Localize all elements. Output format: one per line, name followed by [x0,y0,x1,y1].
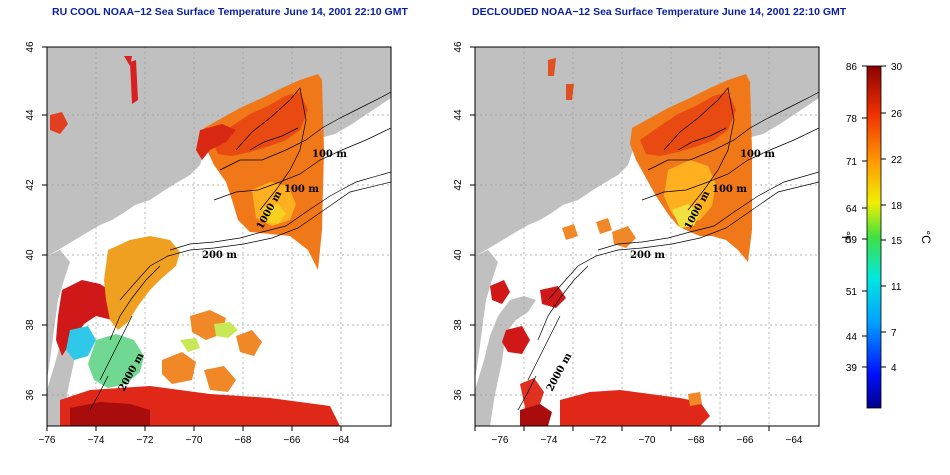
isobath-label-100m: 100 m [284,184,319,195]
right-x-tick-label: −64 [786,435,803,446]
right-map-frame [474,46,820,427]
right-y-ticks [470,46,475,396]
sst-field-south [66,326,96,360]
celsius-axis-label: °C [919,230,933,244]
right-y-tick-label: 36 [453,389,464,401]
sst-field-south [520,378,544,412]
colorbar-gradient [866,65,882,409]
right-y-tick-label: 46 [453,41,464,53]
left-y-tick-label: 46 [25,41,36,53]
fahrenheit-tick: 51 [846,287,858,298]
left-map-frame [46,46,392,427]
sst-field-south [88,334,144,388]
sst-field-patches [180,322,238,352]
isobath-label-100m: 100 m [740,149,775,160]
sst-field-patches [50,112,68,134]
left-x-tick-label: −72 [137,435,154,446]
celsius-tick: 30 [891,62,903,73]
fahrenheit-tick: 44 [846,332,858,343]
land-mass [47,250,70,380]
fahrenheit-tick: 64 [846,204,858,215]
right-x-tick-label: −70 [639,435,656,446]
sst-field-patches [548,58,574,100]
celsius-tick: 4 [891,363,897,374]
land-mass [47,296,108,426]
left-x-tick-label: −74 [88,435,105,446]
celsius-tick: 7 [891,328,897,339]
left-x-tick-label: −66 [284,435,301,446]
fahrenheit-axis-label: °F [839,231,853,243]
right-map-panel: 100 m 100 m 200 m 2000 m 1000 m −76 −74 … [453,41,820,446]
right-y-tick-label: 42 [453,179,464,191]
left-y-tick-label: 42 [25,179,36,191]
celsius-tick: 11 [891,282,902,293]
left-x-tick-label: −64 [333,435,350,446]
right-x-tick-label: −66 [737,435,754,446]
right-x-ticks [474,426,770,431]
temperature-colorbar: 86 78 71 64 59 51 44 39 30 26 22 18 15 1… [839,62,933,409]
land-mass [475,296,536,426]
right-x-tick-label: −72 [590,435,607,446]
isobath-contours [89,87,391,411]
right-y-tick-label: 44 [453,109,464,121]
isobath-label-200m: 200 m [202,250,237,261]
isobath-label-100m: 100 m [312,149,347,160]
fahrenheit-tick: 59 [846,235,858,246]
right-y-tick-label: 40 [453,249,464,261]
left-y-tick-label: 36 [25,389,36,401]
left-map-title: RU COOL NOAA−12 Sea Surface Temperature … [52,6,408,18]
left-y-tick-label: 44 [25,109,36,121]
celsius-tick: 18 [891,201,903,212]
right-x-tick-label: −74 [541,435,558,446]
land-mass [475,250,498,380]
sst-field-patches [124,56,138,104]
isobath-contours [517,87,819,411]
fahrenheit-tick: 39 [846,363,858,374]
left-y-ticks [42,46,47,396]
left-x-tick-label: −68 [235,435,252,446]
left-map-panel: 100 m 100 m 200 m 2000 m 1000 m −76 −74 … [25,41,392,446]
sst-field-south [490,280,566,354]
isobath-label-200m: 200 m [630,250,665,261]
sst-field-south [520,404,552,426]
left-x-tick-label: −70 [186,435,203,446]
celsius-tick: 22 [891,155,903,166]
sst-field-cool-patch [664,160,716,224]
sst-field-patches [162,310,262,392]
fahrenheit-tick: 78 [846,114,858,125]
left-x-tick-label: −76 [39,435,56,446]
left-y-tick-label: 38 [25,319,36,331]
sst-field-red-streaks [196,124,236,160]
celsius-tick: 26 [891,109,903,120]
fahrenheit-tick: 86 [846,62,858,73]
right-x-tick-label: −68 [688,435,705,446]
fahrenheit-tick: 71 [846,157,858,168]
sst-field-warm-core [212,92,308,156]
right-x-tick-label: −76 [492,435,509,446]
left-y-tick-label: 40 [25,249,36,261]
sst-field-mixed [672,204,700,228]
right-map-title: DECLOUDED NOAA−12 Sea Surface Temperatur… [472,6,847,18]
right-y-tick-label: 38 [453,319,464,331]
sst-field-south [560,390,710,426]
sst-field-warm-core [640,92,736,156]
left-x-ticks [46,426,342,431]
sst-field-mixed [262,204,286,224]
isobath-label-100m: 100 m [712,184,747,195]
sst-field-south [70,402,150,426]
celsius-tick: 15 [891,236,903,247]
